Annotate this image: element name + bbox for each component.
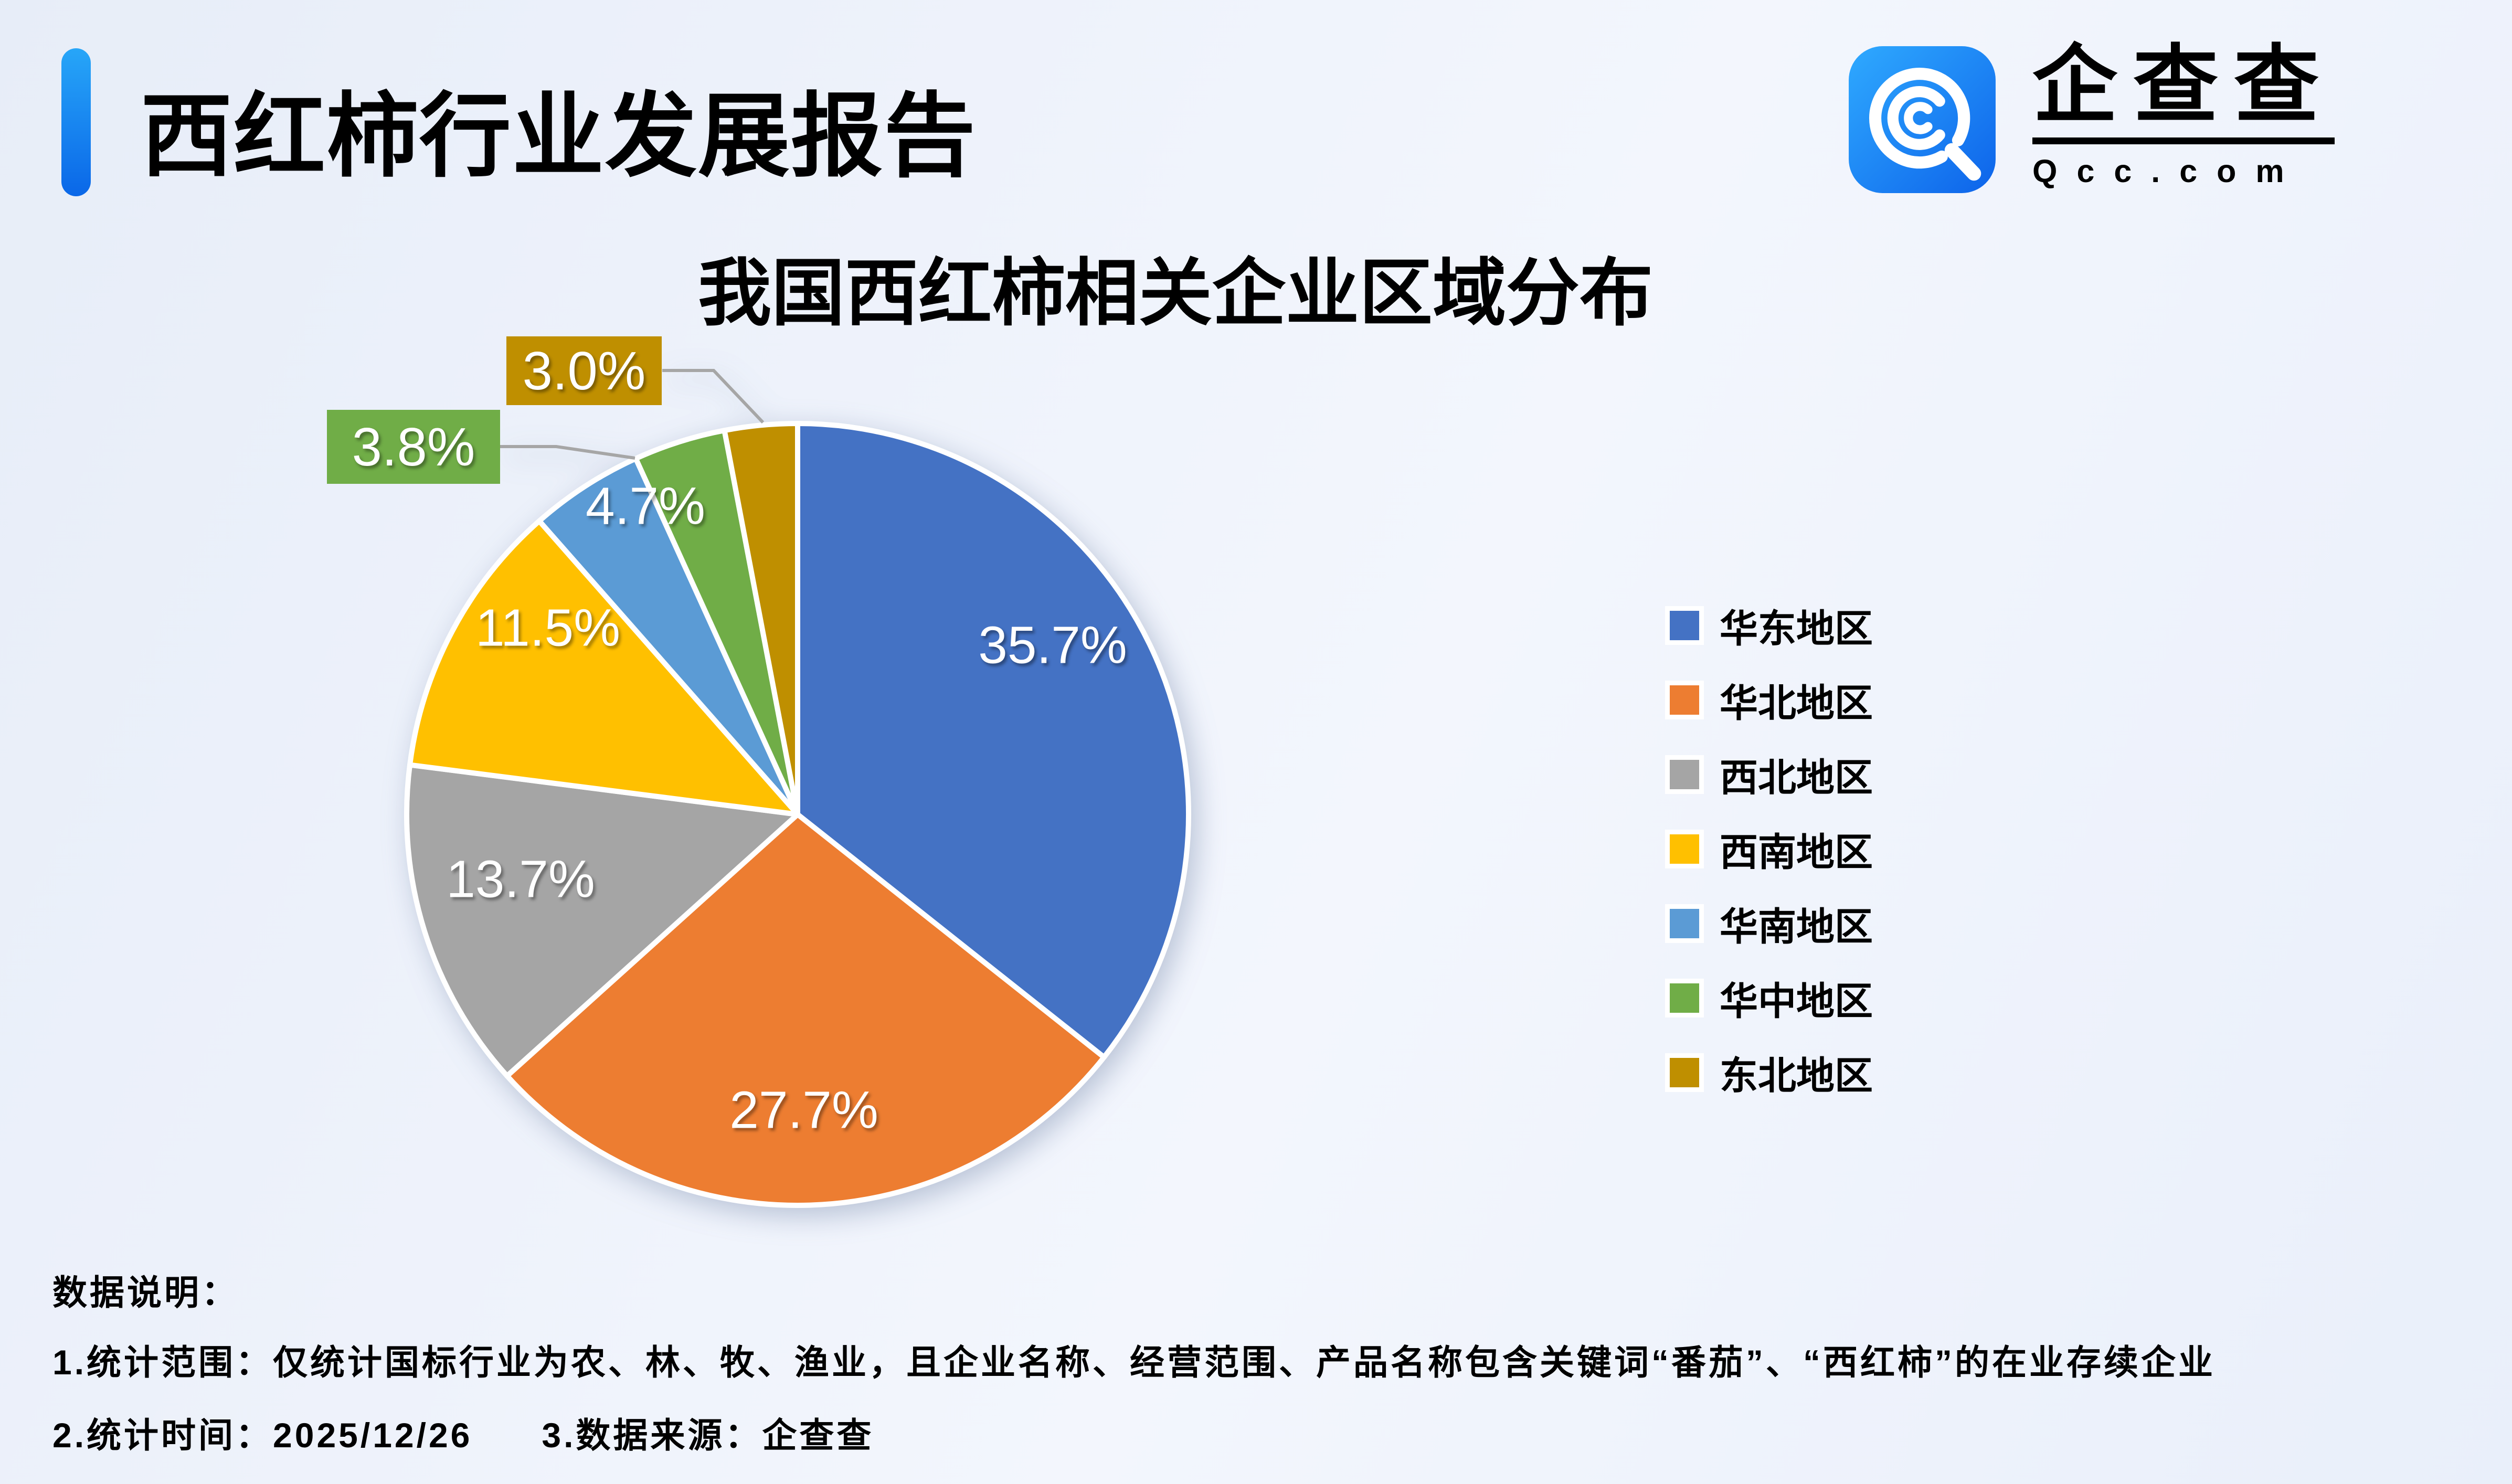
legend-label-3: 西北地区 xyxy=(1720,757,1873,799)
legend-item-7: 东北地区 xyxy=(1665,1052,1873,1097)
legend: 华东地区华北地区西北地区西南地区华南地区华中地区东北地区 xyxy=(1665,605,1873,1126)
legend-swatch-2 xyxy=(1665,681,1704,719)
pie-slice-5 xyxy=(536,455,800,817)
pie-slice-1 xyxy=(795,421,1191,1060)
legend-label-2: 华北地区 xyxy=(1720,682,1873,725)
legend-item-5: 华南地区 xyxy=(1665,903,1873,948)
note-source: 3.数据来源：企查查 xyxy=(542,1416,874,1455)
slice-label-4: 11.5% xyxy=(475,598,621,658)
legend-item-6: 华中地区 xyxy=(1665,977,1873,1023)
legend-label-4: 西南地区 xyxy=(1720,831,1873,874)
callout-leader-line-2 xyxy=(500,445,635,460)
qcc-brand: 企查查 Qcc.com xyxy=(1846,43,2335,196)
pie-slice-4 xyxy=(407,518,800,817)
legend-swatch-4 xyxy=(1665,830,1704,868)
qcc-logo-icon xyxy=(1846,43,1999,196)
slice-label-2: 27.7% xyxy=(729,1080,878,1140)
qcc-brand-name: 企查查 xyxy=(2032,43,2335,144)
qcc-brand-text: 企查查 Qcc.com xyxy=(2032,43,2335,189)
legend-item-2: 华北地区 xyxy=(1665,679,1873,725)
pie-slice-2 xyxy=(504,812,1107,1208)
legend-item-4: 西南地区 xyxy=(1665,828,1873,874)
slice-label-1: 35.7% xyxy=(978,616,1127,675)
note-line-2: 2.统计时间：2025/12/26 3.数据来源：企查查 xyxy=(52,1407,874,1458)
slice-label-3: 13.7% xyxy=(446,850,595,909)
legend-swatch-6 xyxy=(1665,979,1704,1017)
pie-chart xyxy=(404,369,1191,1208)
legend-swatch-1 xyxy=(1665,606,1704,645)
callout-leader-line-1 xyxy=(662,369,765,424)
page-title: 西红柿行业发展报告 xyxy=(141,86,977,188)
notes-heading: 数据说明： xyxy=(52,1273,239,1312)
callout-label-northeast: 3.0% xyxy=(506,336,662,405)
legend-item-3: 西北地区 xyxy=(1665,754,1873,799)
legend-swatch-5 xyxy=(1665,904,1704,943)
legend-swatch-7 xyxy=(1665,1053,1704,1092)
legend-label-1: 华东地区 xyxy=(1720,608,1873,650)
note-scope: 1.统计范围：仅统计国标行业为农、林、牧、渔业，且企业名称、经营范围、产品名称包… xyxy=(52,1343,2216,1382)
legend-label-7: 东北地区 xyxy=(1720,1055,1873,1097)
slice-label-5: 4.7% xyxy=(586,476,705,536)
title-accent-bar xyxy=(61,48,91,196)
callout-label-central: 3.8% xyxy=(327,410,500,484)
pie-slice-3 xyxy=(404,762,800,1079)
pie-slice-7 xyxy=(722,421,800,817)
legend-swatch-3 xyxy=(1665,755,1704,794)
qcc-brand-domain: Qcc.com xyxy=(2032,153,2304,189)
note-time: 2.统计时间：2025/12/26 xyxy=(52,1416,473,1455)
legend-item-1: 华东地区 xyxy=(1665,605,1873,650)
legend-label-6: 华中地区 xyxy=(1720,980,1873,1023)
legend-label-5: 华南地区 xyxy=(1720,906,1873,948)
chart-title: 我国西红柿相关企业区域分布 xyxy=(698,252,1654,334)
